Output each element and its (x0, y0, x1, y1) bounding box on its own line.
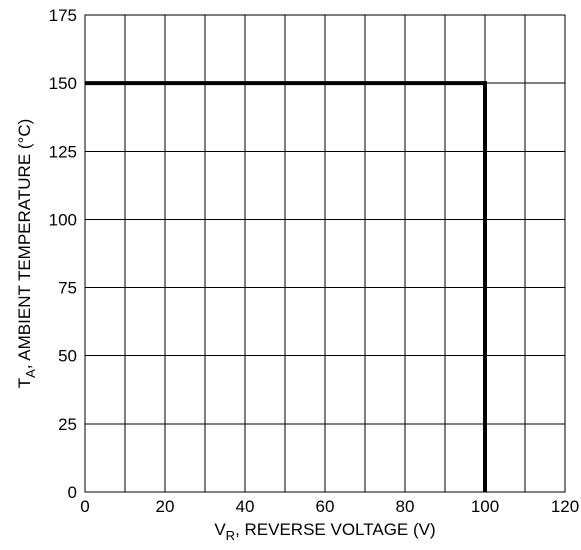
grid (85, 15, 565, 492)
y-axis-label-sub: A (23, 369, 38, 378)
x-tick-label: 100 (471, 497, 499, 516)
x-tick-label: 60 (316, 497, 335, 516)
y-tick-label: 175 (49, 6, 77, 25)
y-axis-label: TA, AMBIENT TEMPERATURE (°C) (15, 119, 38, 389)
series-line-1 (85, 81, 487, 492)
x-axis-label-rest: , REVERSE VOLTAGE (V) (235, 520, 436, 539)
x-axis-label: VR, REVERSE VOLTAGE (V) (214, 520, 435, 543)
plot-frame (84, 14, 566, 493)
y-tick-label: 50 (58, 347, 77, 366)
y-tick-label: 25 (58, 415, 77, 434)
x-tick-labels: 0 20 40 60 80 100 120 (80, 497, 579, 516)
x-tick-label: 20 (156, 497, 175, 516)
y-tick-label: 150 (49, 74, 77, 93)
x-axis-label-sub: R (226, 528, 235, 543)
y-axis-label-rest: , AMBIENT TEMPERATURE (°C) (15, 119, 34, 370)
x-tick-label: 120 (551, 497, 579, 516)
x-tick-label: 80 (396, 497, 415, 516)
x-tick-label: 0 (80, 497, 89, 516)
y-axis-label-main: T (15, 378, 34, 388)
x-tick-label: 40 (236, 497, 255, 516)
y-tick-labels: 0 25 50 75 100 125 150 175 (49, 6, 77, 502)
y-tick-label: 0 (68, 483, 77, 502)
y-tick-label: 75 (58, 279, 77, 298)
x-axis-label-main: V (214, 520, 226, 539)
series-group (85, 81, 487, 492)
y-tick-label: 125 (49, 142, 77, 161)
y-tick-label: 100 (49, 210, 77, 229)
